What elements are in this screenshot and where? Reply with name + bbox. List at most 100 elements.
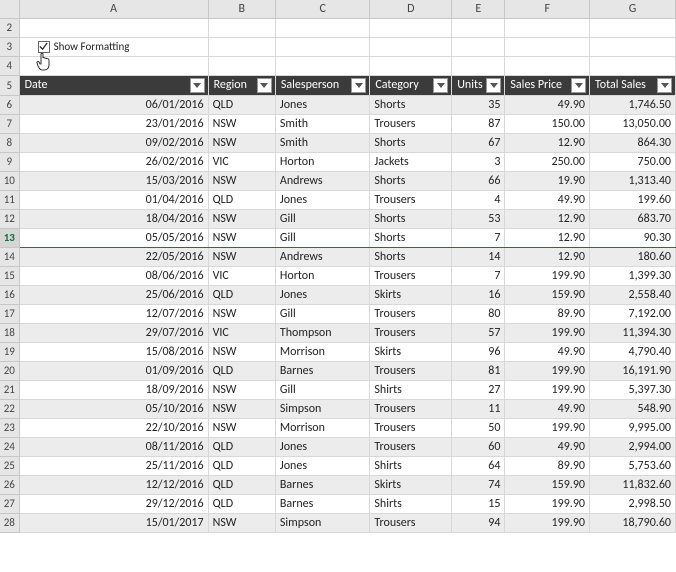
table-cell[interactable]: 150.00: [505, 114, 590, 133]
table-cell[interactable]: 159.90: [505, 285, 590, 304]
column-header-B[interactable]: B: [208, 0, 275, 18]
table-cell[interactable]: 18,790.60: [590, 513, 676, 532]
table-cell[interactable]: 199.90: [505, 266, 590, 285]
cell-A2[interactable]: [19, 18, 208, 37]
table-cell[interactable]: 57: [452, 323, 505, 342]
table-cell[interactable]: Shorts: [370, 171, 452, 190]
row-header-14[interactable]: 14: [0, 247, 19, 266]
table-cell[interactable]: Trousers: [370, 361, 452, 380]
table-cell[interactable]: Trousers: [370, 418, 452, 437]
table-cell[interactable]: 864.30: [590, 133, 676, 152]
cell-F4[interactable]: [505, 56, 590, 75]
table-cell[interactable]: 05/05/2016: [19, 228, 208, 247]
table-cell[interactable]: Shorts: [370, 95, 452, 114]
table-cell[interactable]: Gill: [275, 209, 369, 228]
cell-A4[interactable]: [19, 56, 208, 75]
table-cell[interactable]: 12/12/2016: [19, 475, 208, 494]
row-header-10[interactable]: 10: [0, 171, 19, 190]
table-cell[interactable]: Morrison: [275, 418, 369, 437]
row-header-11[interactable]: 11: [0, 190, 19, 209]
table-cell[interactable]: 7: [452, 266, 505, 285]
table-cell[interactable]: 22/05/2016: [19, 247, 208, 266]
table-cell[interactable]: 5,397.30: [590, 380, 676, 399]
table-cell[interactable]: 60: [452, 437, 505, 456]
filter-dropdown-button[interactable]: [486, 78, 501, 93]
table-cell[interactable]: 94: [452, 513, 505, 532]
table-cell[interactable]: 1,313.40: [590, 171, 676, 190]
row-header-18[interactable]: 18: [0, 323, 19, 342]
table-cell[interactable]: NSW: [208, 513, 275, 532]
row-header-24[interactable]: 24: [0, 437, 19, 456]
table-cell[interactable]: Trousers: [370, 114, 452, 133]
table-cell[interactable]: Thompson: [275, 323, 369, 342]
table-cell[interactable]: Shorts: [370, 228, 452, 247]
table-cell[interactable]: 16,191.90: [590, 361, 676, 380]
table-cell[interactable]: QLD: [208, 285, 275, 304]
cell-E4[interactable]: [452, 56, 505, 75]
table-cell[interactable]: 49.90: [505, 437, 590, 456]
table-cell[interactable]: 14: [452, 247, 505, 266]
table-cell[interactable]: VIC: [208, 152, 275, 171]
table-cell[interactable]: 22/10/2016: [19, 418, 208, 437]
table-cell[interactable]: 49.90: [505, 190, 590, 209]
table-cell[interactable]: 9,995.00: [590, 418, 676, 437]
table-header-category[interactable]: Category: [370, 75, 452, 95]
table-cell[interactable]: Simpson: [275, 513, 369, 532]
table-cell[interactable]: 548.90: [590, 399, 676, 418]
column-header-G[interactable]: G: [590, 0, 676, 18]
table-cell[interactable]: Trousers: [370, 513, 452, 532]
table-cell[interactable]: 81: [452, 361, 505, 380]
table-cell[interactable]: Jones: [275, 456, 369, 475]
row-header-12[interactable]: 12: [0, 209, 19, 228]
table-cell[interactable]: 15/08/2016: [19, 342, 208, 361]
cell-C2[interactable]: [275, 18, 369, 37]
cell-C3[interactable]: [275, 37, 369, 56]
table-cell[interactable]: 19.90: [505, 171, 590, 190]
table-header-date[interactable]: Date: [19, 75, 208, 95]
select-all-corner[interactable]: [0, 0, 19, 18]
row-header-28[interactable]: 28: [0, 513, 19, 532]
table-cell[interactable]: Shirts: [370, 494, 452, 513]
table-cell[interactable]: 35: [452, 95, 505, 114]
table-cell[interactable]: 4: [452, 190, 505, 209]
table-cell[interactable]: Skirts: [370, 475, 452, 494]
table-cell[interactable]: Shorts: [370, 209, 452, 228]
column-header-D[interactable]: D: [370, 0, 452, 18]
table-cell[interactable]: Shirts: [370, 380, 452, 399]
table-cell[interactable]: 50: [452, 418, 505, 437]
table-cell[interactable]: 5,753.60: [590, 456, 676, 475]
table-cell[interactable]: 13,050.00: [590, 114, 676, 133]
table-cell[interactable]: QLD: [208, 494, 275, 513]
table-cell[interactable]: QLD: [208, 190, 275, 209]
table-cell[interactable]: NSW: [208, 418, 275, 437]
table-cell[interactable]: 01/09/2016: [19, 361, 208, 380]
table-cell[interactable]: 2,998.50: [590, 494, 676, 513]
row-header-23[interactable]: 23: [0, 418, 19, 437]
table-cell[interactable]: 09/02/2016: [19, 133, 208, 152]
table-cell[interactable]: 25/11/2016: [19, 456, 208, 475]
table-cell[interactable]: Jones: [275, 437, 369, 456]
table-cell[interactable]: 05/10/2016: [19, 399, 208, 418]
table-cell[interactable]: 199.90: [505, 494, 590, 513]
row-header-19[interactable]: 19: [0, 342, 19, 361]
table-cell[interactable]: 159.90: [505, 475, 590, 494]
table-cell[interactable]: 80: [452, 304, 505, 323]
row-header-21[interactable]: 21: [0, 380, 19, 399]
table-cell[interactable]: NSW: [208, 114, 275, 133]
cell-D3[interactable]: [370, 37, 452, 56]
table-cell[interactable]: 7: [452, 228, 505, 247]
cell-D2[interactable]: [370, 18, 452, 37]
row-header-20[interactable]: 20: [0, 361, 19, 380]
table-cell[interactable]: 750.00: [590, 152, 676, 171]
table-cell[interactable]: NSW: [208, 304, 275, 323]
table-cell[interactable]: 12.90: [505, 247, 590, 266]
table-cell[interactable]: Smith: [275, 133, 369, 152]
table-cell[interactable]: 683.70: [590, 209, 676, 228]
table-cell[interactable]: Trousers: [370, 190, 452, 209]
table-header-units[interactable]: Units: [452, 75, 505, 95]
table-cell[interactable]: Trousers: [370, 399, 452, 418]
table-cell[interactable]: Jones: [275, 190, 369, 209]
table-cell[interactable]: 1,746.50: [590, 95, 676, 114]
table-cell[interactable]: 12.90: [505, 209, 590, 228]
table-cell[interactable]: NSW: [208, 133, 275, 152]
